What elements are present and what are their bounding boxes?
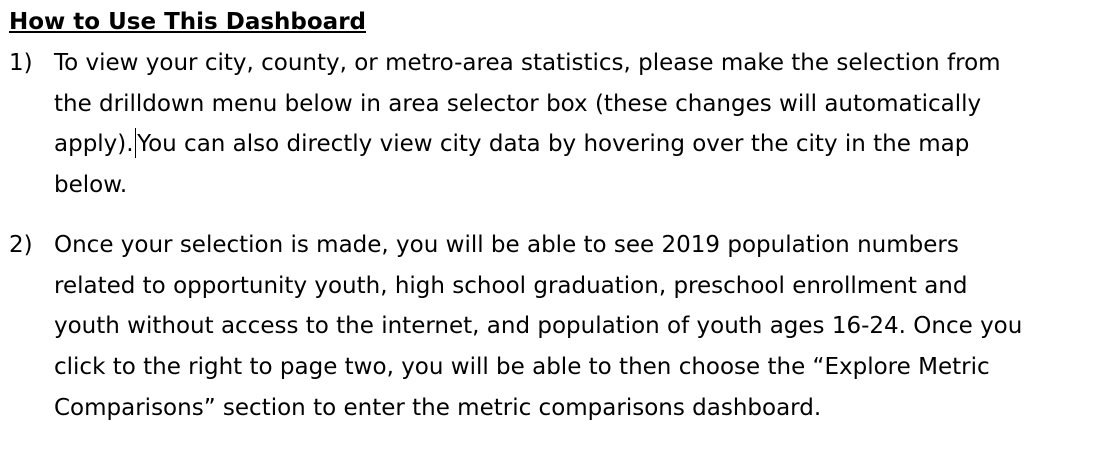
text-line: Once your selection is made, you will be…: [54, 232, 959, 258]
item-text[interactable]: Once your selection is made, you will be…: [54, 225, 1099, 429]
item-number: 2): [9, 232, 33, 258]
text-line: the drilldown menu below in area selecto…: [54, 90, 982, 117]
text-line: below.: [54, 172, 128, 199]
text-line: youth without access to the internet, an…: [54, 313, 1023, 340]
text-line: click to the right to page two, you will…: [54, 354, 990, 381]
text-line-with-caret: apply). You can also directly view city d…: [54, 124, 1099, 165]
item-number: 1): [9, 50, 33, 76]
document-heading: How to Use This Dashboard: [9, 9, 366, 35]
text-line: related to opportunity youth, high schoo…: [54, 272, 968, 299]
text-line: To view your city, county, or metro-area…: [54, 50, 1001, 76]
text-segment: apply).: [54, 131, 134, 158]
text-line: Comparisons” section to enter the metric…: [54, 394, 822, 421]
text-cursor: [134, 128, 137, 159]
item-text[interactable]: To view your city, county, or metro-area…: [54, 43, 1099, 206]
text-segment: You can also directly view city data by …: [137, 131, 970, 158]
